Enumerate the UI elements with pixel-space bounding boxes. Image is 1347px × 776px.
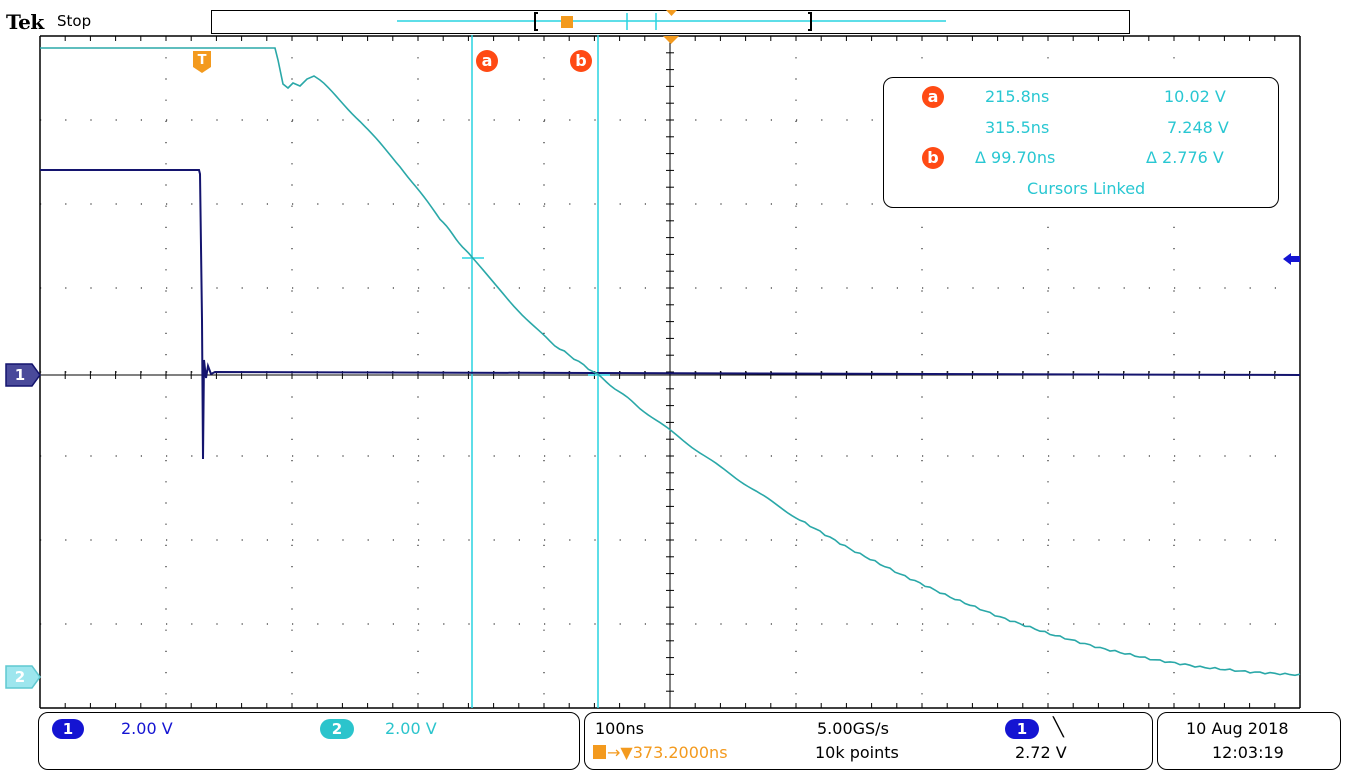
ch1-ground-label: 1 [14, 366, 26, 384]
record-view-graphic [397, 10, 946, 31]
record-view-bar[interactable] [211, 10, 1130, 34]
channel-1-scale[interactable]: 2.00 V [121, 719, 173, 738]
brand-logo: Tek [6, 10, 44, 34]
trigger-time-marker-icon [193, 51, 211, 73]
timebase-trigger-panel[interactable]: 100ns 5.00GS/s →▼373.2000ns 10k points 1… [584, 712, 1153, 770]
cursor-b-value: 7.248 V [1167, 118, 1229, 137]
channel-2-badge[interactable]: 2 [320, 719, 354, 739]
cursor-b-time: 315.5ns [985, 118, 1050, 137]
timebase-scale[interactable]: 100ns [595, 719, 645, 738]
channel-settings-panel[interactable]: 1 2.00 V 2 2.00 V [38, 712, 580, 770]
ch2-ground-marker-icon [5, 665, 41, 689]
cursor-a-time: 215.8ns [985, 87, 1050, 106]
cursor-a-badge[interactable]: a [476, 50, 498, 72]
trigger-position[interactable]: →▼373.2000ns [607, 743, 728, 762]
cursor-a-value: 10.02 V [1164, 87, 1226, 106]
trigger-position-arrow-icon [663, 36, 679, 44]
sample-rate: 5.00GS/s [817, 719, 889, 738]
record-length: 10k points [815, 743, 899, 762]
channel-2-waveform [40, 47, 1301, 677]
cursor-delta-time: Δ 99.70ns [975, 148, 1056, 167]
channel-1-badge[interactable]: 1 [52, 719, 84, 739]
ch2-ground-label: 2 [14, 668, 26, 686]
date-label: 10 Aug 2018 [1186, 719, 1289, 738]
trigger-level[interactable]: 2.72 V [1015, 743, 1067, 762]
readout-cursor-a-badge: a [922, 86, 944, 108]
time-label: 12:03:19 [1212, 743, 1284, 762]
acquisition-status: Stop [57, 12, 92, 30]
trigger-source-badge[interactable]: 1 [1005, 719, 1039, 739]
cursor-b-badge[interactable]: b [570, 50, 592, 72]
cursor-readout-panel: a b 215.8ns 10.02 V 315.5ns 7.248 V Δ 99… [883, 77, 1279, 208]
ch1-ground-marker-icon [5, 363, 41, 387]
trigger-level-arrow-icon [1283, 253, 1300, 265]
readout-cursor-b-badge: b [922, 147, 944, 169]
trigger-time-label: T [197, 53, 207, 68]
trigger-position-icon [593, 745, 606, 759]
trigger-slope-icon[interactable]: ╲ [1053, 717, 1064, 738]
cursor-mode-label: Cursors Linked [1027, 179, 1146, 198]
cursor-delta-value: Δ 2.776 V [1146, 148, 1224, 167]
channel-2-scale[interactable]: 2.00 V [385, 719, 437, 738]
datetime-panel: 10 Aug 2018 12:03:19 [1157, 712, 1341, 770]
channel-1-waveform [40, 169, 1301, 460]
